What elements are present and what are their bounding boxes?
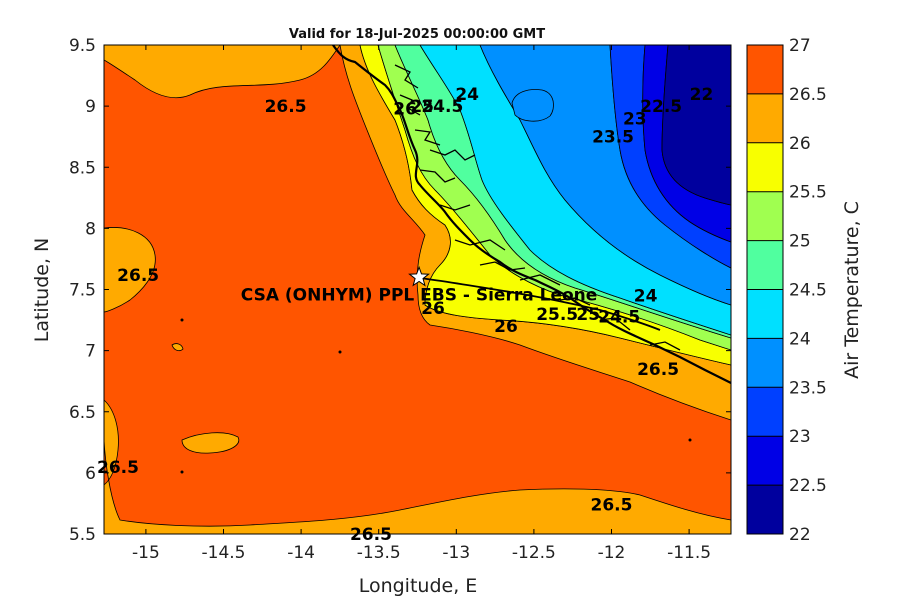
- y-tick-label: 8: [85, 219, 96, 239]
- y-tick-label: 6: [85, 464, 96, 484]
- contour-label: 22: [690, 85, 714, 105]
- contour-label: 22.5: [640, 97, 682, 117]
- map-title: Valid for 18-Jul-2025 00:00:00 GMT: [289, 27, 545, 42]
- contour-label: 23: [623, 109, 647, 129]
- y-tick-label: 8.5: [69, 158, 96, 178]
- colorbar-tick-label: 25: [789, 232, 811, 252]
- small-contour-loop: [171, 343, 184, 352]
- site-marker: CSA (ONHYM) PPL EBS - Sierra Leone: [241, 265, 598, 305]
- colorbar-tick-label: 22.5: [789, 476, 827, 496]
- x-tick-label: -13.5: [357, 543, 401, 563]
- contour-label: 25.5: [536, 305, 578, 325]
- colorbar-swatch: [747, 45, 783, 94]
- colorbar-swatch: [747, 93, 783, 143]
- colorbar-swatch: [747, 485, 783, 534]
- colorbar-swatch: [747, 289, 783, 339]
- contour-label: 26.5: [637, 360, 679, 380]
- band-22: [661, 45, 731, 206]
- y-axis-ticks: 5.5 6 6.5 7 7.5 8 8.5 9 9.5: [69, 36, 731, 545]
- band-26-west-north: [104, 45, 341, 99]
- x-tick-label: -15: [132, 543, 160, 563]
- x-tick-label: -12: [598, 543, 626, 563]
- contour-label: 23.5: [592, 128, 634, 148]
- colorbar-label: Air Temperature, C: [841, 201, 863, 379]
- colorbar-swatch: [747, 142, 783, 192]
- band-23.5-blob: [511, 89, 554, 122]
- colorbar-ticks: 22 22.5 23 23.5 24 24.5 25 25.5 26 26.5 27: [747, 36, 827, 545]
- contour-label: 26: [494, 317, 518, 337]
- contour-label: 24: [455, 85, 479, 105]
- colorbar-tick-label: 27: [789, 36, 811, 56]
- x-tick-label: -14: [287, 543, 315, 563]
- island-dot: [338, 350, 342, 354]
- y-tick-label: 6.5: [69, 403, 96, 423]
- island-dot: [180, 470, 184, 474]
- contour-label: 26: [393, 100, 417, 120]
- colorbar-swatch: [747, 387, 783, 437]
- contour-label: 26.5: [117, 266, 159, 286]
- site-label: CSA (ONHYM) PPL EBS - Sierra Leone: [241, 285, 598, 305]
- y-tick-label: 5.5: [69, 525, 96, 545]
- y-tick-label: 7: [85, 342, 96, 362]
- island-dot: [180, 318, 184, 322]
- band-26-southwest: [104, 399, 731, 534]
- colorbar-tick-label: 26: [789, 134, 811, 154]
- border-line: [419, 277, 661, 331]
- contour-label: 26.5: [97, 458, 139, 478]
- band-26-west-lobe: [104, 227, 156, 313]
- x-tick-label: -13: [442, 543, 470, 563]
- contour-label: 24.5: [598, 307, 640, 327]
- y-tick-label: 9.5: [69, 36, 96, 56]
- y-tick-label: 7.5: [69, 281, 96, 301]
- contour-label: 26.5: [591, 496, 633, 516]
- x-tick-label: -12.5: [512, 543, 556, 563]
- colorbar-tick-label: 26.5: [789, 85, 827, 105]
- colorbar-swatch: [747, 338, 783, 388]
- x-tick-label: -14.5: [202, 543, 246, 563]
- contour-labels: 26.526.526.526.526.526.5262625.52524.524…: [97, 85, 713, 545]
- colorbar-tick-label: 24.5: [789, 281, 827, 301]
- island-dot: [688, 438, 692, 442]
- colorbar-tick-label: 23: [789, 427, 811, 447]
- x-axis-ticks: -15 -14.5 -14 -13.5 -13 -12.5 -12 -11.5: [132, 45, 711, 563]
- x-axis-label: Longitude, E: [359, 575, 478, 597]
- contour-label: 24: [634, 287, 658, 307]
- band-26-small-patch: [181, 432, 240, 454]
- contour-label: 24.5: [421, 97, 463, 117]
- contour-label: 26.5: [350, 525, 392, 545]
- coastline: [332, 45, 731, 384]
- colorbar-tick-label: 24: [789, 329, 811, 349]
- colorbar-swatch: [747, 436, 783, 486]
- contour-label: 26.5: [265, 97, 307, 117]
- star-icon: [408, 265, 430, 287]
- colorbar-tick-label: 23.5: [789, 378, 827, 398]
- y-tick-label: 9: [85, 97, 96, 117]
- contour-label: 26: [421, 299, 445, 319]
- colorbar-swatch: [747, 240, 783, 290]
- colorbar-tick-label: 22: [789, 525, 811, 545]
- river-network: [394, 64, 681, 351]
- colorbar-swatch: [747, 191, 783, 241]
- x-tick-label: -11.5: [667, 543, 711, 563]
- colorbar: [746, 44, 784, 535]
- contour-field: [104, 45, 731, 534]
- contour-label: 25: [576, 305, 600, 325]
- colorbar-tick-label: 25.5: [789, 183, 827, 203]
- contour-label: 25: [410, 97, 434, 117]
- y-axis-label: Latitude, N: [31, 238, 53, 343]
